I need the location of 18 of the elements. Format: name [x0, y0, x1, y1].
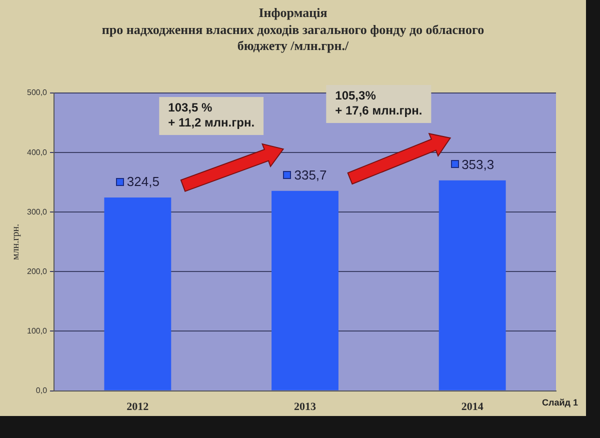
text: Слайд 1 [542, 397, 578, 408]
x-tick-label: 2013 [294, 401, 317, 414]
y-tick-label: 500,0 [26, 88, 48, 98]
x-tick-label: 2014 [461, 401, 484, 414]
y-tick-label: 100,0 [26, 326, 48, 336]
annotation: 105,3% + 17,6 млн.грн. [335, 88, 422, 118]
y-tick-label: 300,0 [26, 207, 48, 216]
chart-subtitle: про надходження власних доходів загального фонду до обласного бюджету /млн.грн./ [100, 22, 486, 54]
y-axis-title: млн.грн. [10, 224, 22, 260]
x-tick-label: 2012 [126, 401, 150, 414]
chart-title: Інформація [258, 5, 328, 21]
data-label: 324,5 [126, 174, 160, 190]
annotation: 103,5 % + 11,2 млн.грн. [168, 100, 255, 130]
y-tick-label: 400,0 [26, 148, 48, 157]
data-label: 335,7 [294, 167, 327, 182]
y-tick-label: 200,0 [26, 266, 48, 276]
data-label: 353,3 [462, 156, 494, 172]
y-tick-label: 0,0 [36, 386, 48, 396]
